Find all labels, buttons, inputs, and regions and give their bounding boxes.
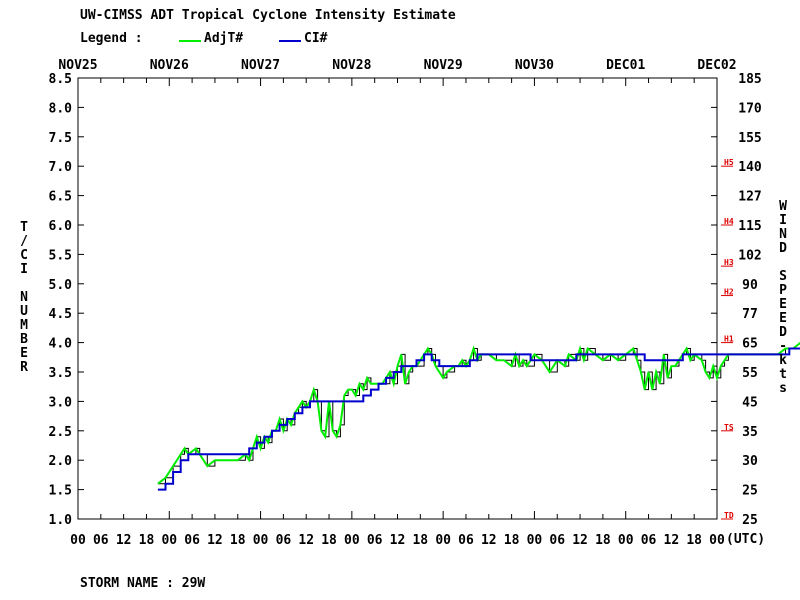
date-label: DEC02 bbox=[697, 58, 736, 73]
hour-label: 06 bbox=[184, 533, 200, 548]
bottom-axis-ticks: 00 06 12 18 00 06 12 18 00 06 12 18 00 06 12 18 00 06 12 18… bbox=[70, 511, 725, 548]
hour-label: 00 bbox=[70, 533, 86, 548]
series-adjt-raw-step bbox=[157, 348, 800, 485]
left-tick-label: 8.5 bbox=[49, 72, 72, 87]
hour-label: 06 bbox=[367, 533, 383, 548]
date-label: NOV30 bbox=[515, 58, 554, 73]
hour-label: 00 bbox=[435, 533, 451, 548]
plot-frame bbox=[77, 77, 718, 520]
chart-title: UW-CIMSS ADT Tropical Cyclone Intensity … bbox=[80, 8, 456, 23]
hour-label: 06 bbox=[458, 533, 474, 548]
hour-label: 18 bbox=[504, 533, 520, 548]
category-mark-label: TS bbox=[724, 423, 734, 432]
category-mark-label: TD bbox=[724, 511, 734, 520]
left-tick-label: 2.0 bbox=[49, 454, 73, 469]
hour-label: 12 bbox=[207, 533, 223, 548]
right-tick-label: 25 bbox=[742, 484, 758, 499]
hour-label: 00 bbox=[161, 533, 177, 548]
right-tick-label: 185 bbox=[738, 72, 761, 87]
hour-label: 06 bbox=[276, 533, 292, 548]
left-tick-label: 1.5 bbox=[49, 484, 72, 499]
right-tick-label: 127 bbox=[738, 190, 761, 205]
left-tick-label: 8.0 bbox=[49, 101, 73, 116]
right-tick-label: 140 bbox=[738, 160, 762, 175]
hour-label: 00 bbox=[344, 533, 360, 548]
left-tick-label: 6.0 bbox=[49, 219, 73, 234]
date-label: NOV27 bbox=[241, 58, 280, 73]
left-tick-label: 4.5 bbox=[49, 307, 72, 322]
right-tick-label: 65 bbox=[742, 337, 758, 352]
series-ci-line bbox=[157, 347, 800, 491]
hour-label: 18 bbox=[321, 533, 337, 548]
right-tick-label: 115 bbox=[738, 219, 761, 234]
right-tick-label: 155 bbox=[738, 131, 761, 146]
category-mark-label: H2 bbox=[724, 288, 734, 297]
left-tick-label: 7.0 bbox=[49, 160, 73, 175]
hour-label: 12 bbox=[390, 533, 406, 548]
legend-swatch-ci bbox=[279, 40, 301, 42]
left-tick-label: 7.5 bbox=[49, 131, 72, 146]
hour-label: 06 bbox=[93, 533, 109, 548]
right-tick-label: 30 bbox=[742, 454, 758, 469]
hour-label: 00 bbox=[253, 533, 269, 548]
left-axis-label: T / C I N U M B E R bbox=[20, 220, 28, 375]
legend-item-adjt: AdjT# bbox=[204, 31, 244, 46]
hour-label: 06 bbox=[549, 533, 565, 548]
hour-label: 00 bbox=[618, 533, 634, 548]
left-tick-label: 3.5 bbox=[49, 366, 72, 381]
legend-label: Legend : bbox=[80, 31, 143, 46]
right-tick-label: 170 bbox=[738, 101, 762, 116]
legend-item-ci: CI# bbox=[304, 31, 328, 46]
right-tick-label: 25 bbox=[742, 513, 758, 528]
right-tick-label: 45 bbox=[742, 395, 758, 410]
category-mark-label: H5 bbox=[724, 158, 734, 167]
left-tick-label: 3.0 bbox=[49, 395, 73, 410]
hour-label: 18 bbox=[139, 533, 155, 548]
right-tick-label: 55 bbox=[742, 366, 758, 381]
right-axis-ticks: 25 25 30 35 45 55 65 77 90 102 115 127 140 155 170 185 bbox=[711, 72, 762, 528]
date-label: NOV26 bbox=[150, 58, 189, 73]
right-tick-label: 90 bbox=[742, 278, 758, 293]
date-label: NOV25 bbox=[58, 58, 97, 73]
hour-label: 12 bbox=[572, 533, 588, 548]
left-tick-label: 1.0 bbox=[49, 513, 73, 528]
series-layer bbox=[157, 341, 800, 491]
left-tick-label: 4.0 bbox=[49, 337, 73, 352]
top-axis-ticks: NOV25 NOV26 NOV27 NOV28 NOV29 NOV30 DEC01 DEC02 bbox=[58, 58, 737, 86]
date-label: NOV28 bbox=[332, 58, 371, 73]
x-unit-label: (UTC) bbox=[726, 532, 766, 547]
series-adjt-line bbox=[157, 341, 800, 485]
date-label: NOV29 bbox=[424, 58, 463, 73]
date-label: DEC01 bbox=[606, 58, 645, 73]
left-tick-label: 6.5 bbox=[49, 190, 72, 205]
left-tick-label: 5.0 bbox=[49, 278, 73, 293]
legend-swatch-adjt bbox=[179, 40, 201, 42]
left-tick-label: 5.5 bbox=[49, 248, 72, 263]
right-tick-label: 77 bbox=[742, 307, 758, 322]
hour-label: 12 bbox=[481, 533, 497, 548]
category-marks: TD TS H1 H2 H3 H4 H5 bbox=[721, 158, 734, 520]
hour-label: 00 bbox=[527, 533, 543, 548]
right-tick-label: 35 bbox=[742, 425, 758, 440]
hour-label: 18 bbox=[595, 533, 611, 548]
hour-label: 06 bbox=[641, 533, 657, 548]
hour-label: 12 bbox=[664, 533, 680, 548]
hour-label: 12 bbox=[116, 533, 132, 548]
hour-label: 18 bbox=[230, 533, 246, 548]
right-tick-label: 102 bbox=[738, 248, 761, 263]
category-mark-label: H3 bbox=[724, 258, 734, 267]
storm-name: STORM NAME : 29W bbox=[80, 576, 206, 591]
left-tick-label: 2.5 bbox=[49, 425, 72, 440]
hour-label: 00 bbox=[709, 533, 725, 548]
right-axis-label: W I N D S P E E D - k t s bbox=[779, 199, 787, 396]
category-mark-label: H1 bbox=[724, 335, 734, 344]
hour-label: 18 bbox=[412, 533, 428, 548]
left-axis-ticks: 1.0 1.5 2.0 2.5 3.0 3.5 4.0 4.5 5.0 5.5 6.0 6.5 7.0 7… bbox=[49, 72, 84, 528]
hour-label: 12 bbox=[298, 533, 314, 548]
hour-label: 18 bbox=[686, 533, 702, 548]
category-mark-label: H4 bbox=[724, 217, 734, 226]
